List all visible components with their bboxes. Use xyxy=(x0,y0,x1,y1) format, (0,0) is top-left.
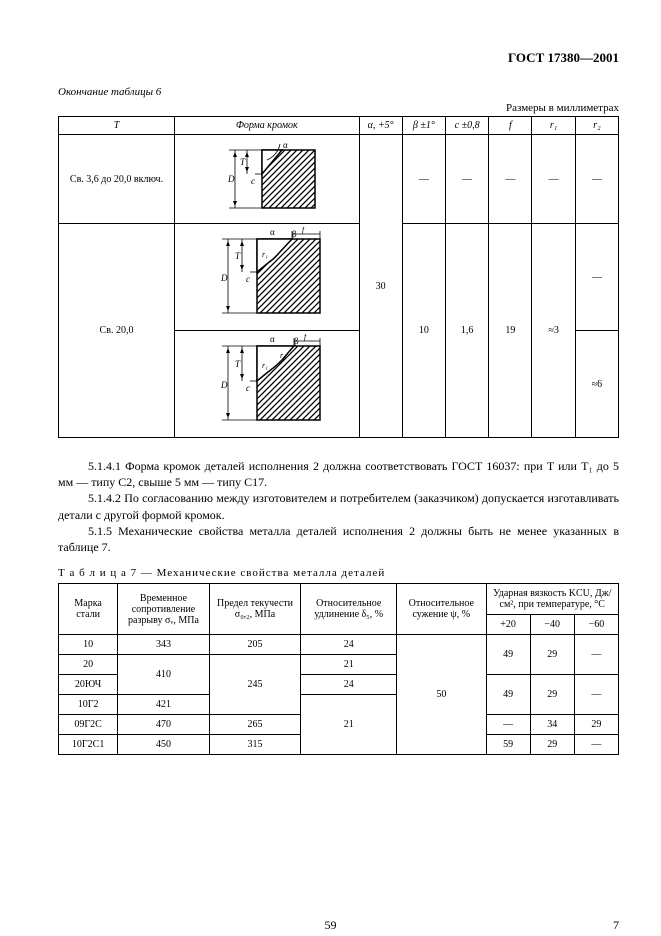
table-cell: 21 xyxy=(301,695,397,755)
t6-r1-diagram: D T α c xyxy=(175,135,360,224)
table-cell: 343 xyxy=(118,635,210,655)
table6-units: Размеры в миллиметрах xyxy=(58,102,619,114)
t6-r3-r2: ≈6 xyxy=(575,331,618,438)
t7-col-s02: Предел текучести σ₀,₂, МПа xyxy=(209,584,301,635)
table-cell: 245 xyxy=(209,655,301,715)
svg-text:α: α xyxy=(270,227,275,237)
t6-r2-f: 19 xyxy=(489,224,532,438)
table-cell: 265 xyxy=(209,715,301,735)
svg-text:T: T xyxy=(235,251,241,261)
svg-text:D: D xyxy=(220,273,228,283)
table6: T Форма кромок α, +5° β ±1° c ±0,8 f r₁ … xyxy=(58,116,619,438)
table-cell: 24 xyxy=(301,675,397,695)
label-c: c xyxy=(251,176,255,186)
t6-r1-T: Св. 3,6 до 20,0 включ. xyxy=(59,135,175,224)
table-cell: 10Г2 xyxy=(59,695,118,715)
table-cell: — xyxy=(574,635,618,675)
t7-col-delta: Относительное удлинение δ₅, % xyxy=(301,584,397,635)
t6-r2-beta: 10 xyxy=(402,224,445,438)
t6-r2-c: 1,6 xyxy=(446,224,489,438)
table-cell: 470 xyxy=(118,715,210,735)
svg-text:f: f xyxy=(304,334,308,341)
table-cell: 29 xyxy=(530,735,574,755)
edge-diagram-2: D T β α r₁ c f xyxy=(202,227,332,327)
t6-r2-T: Св. 20,0 xyxy=(59,224,175,438)
t7-col-t40: −40 xyxy=(530,615,574,635)
table-cell: 24 xyxy=(301,635,397,655)
table6-continuation: Окончание таблицы 6 xyxy=(58,86,619,98)
footer-right-page: 7 xyxy=(613,918,619,933)
table-cell: 20 xyxy=(59,655,118,675)
t6-r1-r1: — xyxy=(532,135,575,224)
svg-text:r₁: r₁ xyxy=(262,250,268,259)
t7-col-t60: −60 xyxy=(574,615,618,635)
table-cell: — xyxy=(486,715,530,735)
table-cell: 421 xyxy=(118,695,210,715)
t7-col-t20: +20 xyxy=(486,615,530,635)
col-beta: β ±1° xyxy=(402,117,445,135)
t6-alpha: 30 xyxy=(359,135,402,438)
t6-r1-c: — xyxy=(446,135,489,224)
t6-r1-beta: — xyxy=(402,135,445,224)
col-alpha: α, +5° xyxy=(359,117,402,135)
table-cell: 09Г2С xyxy=(59,715,118,735)
t6-r1-f: — xyxy=(489,135,532,224)
body-paragraphs: 5.1.4.1 Форма кромок деталей исполнения … xyxy=(58,458,619,555)
col-r2: r₂ xyxy=(575,117,618,135)
svg-text:r₂: r₂ xyxy=(280,351,286,360)
svg-text:c: c xyxy=(246,383,250,393)
col-r1: r₁ xyxy=(532,117,575,135)
para-5142: 5.1.4.2 По согласованию между изготовите… xyxy=(58,490,619,522)
col-form: Форма кромок xyxy=(175,117,360,135)
t6-r2-r2: — xyxy=(575,224,618,331)
table-cell: — xyxy=(574,735,618,755)
para-5141: 5.1.4.1 Форма кромок деталей исполнения … xyxy=(58,458,619,490)
table-cell: 29 xyxy=(530,675,574,715)
col-c: c ±0,8 xyxy=(446,117,489,135)
svg-text:f: f xyxy=(302,227,306,234)
table-cell: 49 xyxy=(486,675,530,715)
table-cell: — xyxy=(574,675,618,715)
label-alpha: α xyxy=(283,140,288,150)
table-cell: 21 xyxy=(301,655,397,675)
table7-label: Т а б л и ц а 7 — Механические свойства … xyxy=(58,567,619,579)
label-D: D xyxy=(227,174,235,184)
table-cell: 450 xyxy=(118,735,210,755)
table-cell: 10 xyxy=(59,635,118,655)
t7-col-kcu: Ударная вязкость KCU, Дж/см², при темпер… xyxy=(486,584,619,615)
table-cell: 59 xyxy=(486,735,530,755)
svg-text:c: c xyxy=(246,274,250,284)
t6-r2-diagram: D T β α r₁ c f xyxy=(175,224,360,331)
edge-diagram-1: D T α c xyxy=(207,138,327,220)
table-cell: 20ЮЧ xyxy=(59,675,118,695)
svg-text:α: α xyxy=(270,334,275,344)
table7: Марка стали Временное сопротивление разр… xyxy=(58,583,619,755)
table-cell: 29 xyxy=(530,635,574,675)
table-cell: 410 xyxy=(118,655,210,695)
footer-center-page: 59 xyxy=(325,918,337,933)
col-f: f xyxy=(489,117,532,135)
table-cell: 315 xyxy=(209,735,301,755)
edge-diagram-3: D T β α r₂ r₁ c f xyxy=(202,334,332,434)
t7-col-sv: Временное сопротивление разрыву σᵥ, МПа xyxy=(118,584,210,635)
table-cell: 50 xyxy=(397,635,486,755)
svg-text:T: T xyxy=(235,359,241,369)
t6-r1-r2: — xyxy=(575,135,618,224)
table-cell: 205 xyxy=(209,635,301,655)
col-T: T xyxy=(59,117,175,135)
table-cell: 49 xyxy=(486,635,530,675)
t6-r2-r1: ≈3 xyxy=(532,224,575,438)
gost-header: ГОСТ 17380—2001 xyxy=(58,50,619,66)
t7-col-steel: Марка стали xyxy=(59,584,118,635)
t7-col-psi: Относительное сужение ψ, % xyxy=(397,584,486,635)
table-cell: 29 xyxy=(574,715,618,735)
svg-text:r₁: r₁ xyxy=(262,361,268,370)
table-cell: 10Г2С1 xyxy=(59,735,118,755)
t6-r3-diagram: D T β α r₂ r₁ c f xyxy=(175,331,360,438)
table-cell: 34 xyxy=(530,715,574,735)
svg-text:D: D xyxy=(220,380,228,390)
label-T: T xyxy=(240,157,246,167)
para-515: 5.1.5 Механические свойства металла дета… xyxy=(58,523,619,555)
